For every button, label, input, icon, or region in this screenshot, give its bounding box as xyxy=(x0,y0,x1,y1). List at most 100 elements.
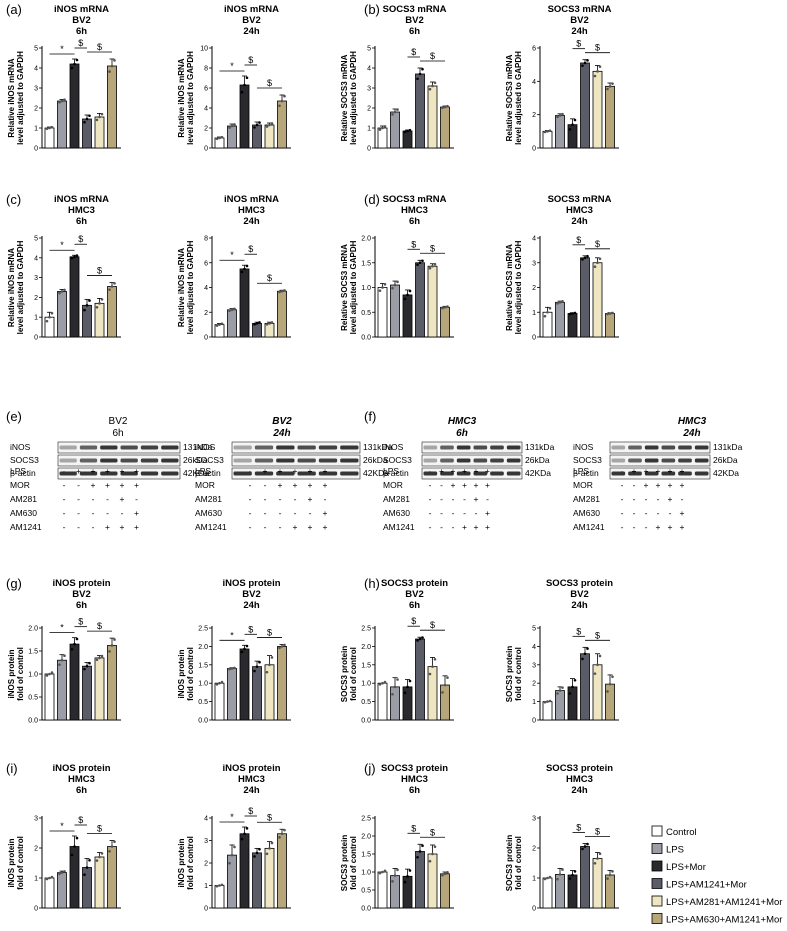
y-tick-label: 0.0 xyxy=(361,718,371,725)
data-point xyxy=(443,872,447,876)
y-tick-label: 10 xyxy=(200,46,208,53)
data-point xyxy=(75,254,79,257)
data-point xyxy=(573,678,577,682)
data-point xyxy=(561,686,564,689)
data-point xyxy=(50,671,54,674)
data-point xyxy=(548,129,552,132)
data-point xyxy=(98,302,101,305)
treatment-sign: - xyxy=(440,508,443,518)
data-point xyxy=(611,870,614,873)
chart-title-line: BV2 xyxy=(405,589,423,600)
y-tick-label: 2 xyxy=(532,112,536,119)
bar xyxy=(402,130,413,149)
chart-title-line: HMC3 xyxy=(401,774,428,785)
blot-band xyxy=(490,445,504,450)
significance-marker: $ xyxy=(97,621,102,631)
panel-label-h: (h) xyxy=(364,576,380,591)
data-point xyxy=(218,681,221,685)
data-point xyxy=(253,126,256,129)
data-point xyxy=(568,312,572,316)
data-point xyxy=(396,868,399,872)
data-point xyxy=(253,323,256,326)
y-tick-label: 6 xyxy=(204,260,208,267)
blot-band xyxy=(473,458,488,463)
data-point xyxy=(391,286,394,290)
treatment-sign: + xyxy=(293,466,298,476)
blot-band xyxy=(456,458,471,463)
blot-band xyxy=(233,458,252,463)
y-tick-label: 0.0 xyxy=(361,906,371,913)
blot-band xyxy=(644,458,659,463)
data-point xyxy=(546,700,549,703)
chart-title-line: 6h xyxy=(76,785,87,796)
data-point xyxy=(431,264,434,268)
data-point xyxy=(581,258,584,261)
y-tick-label: 1.5 xyxy=(361,260,371,267)
data-point xyxy=(95,306,99,309)
bar xyxy=(440,873,450,909)
y-tick-label: 4 xyxy=(532,79,536,86)
treatment-label: LPS xyxy=(573,466,589,476)
data-point xyxy=(63,98,66,102)
treatment-sign: + xyxy=(680,480,685,490)
chart-title-line: SOCS3 mRNA xyxy=(548,194,612,205)
data-point xyxy=(431,84,434,88)
panel-label-c: (c) xyxy=(6,192,21,207)
bar xyxy=(82,118,92,149)
panel-label-g: (g) xyxy=(6,576,22,591)
bar xyxy=(440,306,450,338)
treatment-sign: + xyxy=(668,494,673,504)
data-point xyxy=(255,665,259,668)
data-point xyxy=(393,874,397,877)
significance-marker: $ xyxy=(430,827,435,837)
y-tick-label: 2 xyxy=(34,295,38,302)
data-point xyxy=(593,862,597,865)
blot-band xyxy=(423,471,438,476)
blot-band xyxy=(506,471,521,476)
y-tick-label: 4 xyxy=(532,644,536,651)
data-point xyxy=(253,669,256,673)
blot-band xyxy=(628,445,642,450)
blot-band xyxy=(340,445,359,450)
chart-title-line: 24h xyxy=(243,26,260,37)
chart-title-line: SOCS3 mRNA xyxy=(383,4,447,15)
y-tick-label: 6 xyxy=(204,86,208,93)
treatment-sign: + xyxy=(644,480,649,490)
treatment-sign: + xyxy=(308,522,313,532)
y-axis-label: iNOS proteinfold of control xyxy=(7,836,25,890)
blot-band xyxy=(79,458,98,463)
y-tick-label: 1 xyxy=(532,310,536,317)
treatment-sign: + xyxy=(76,466,81,476)
data-point xyxy=(48,315,51,319)
data-point xyxy=(280,289,284,293)
treatment-sign: + xyxy=(120,522,125,532)
y-tick-label: 0.0 xyxy=(198,718,208,725)
y-tick-label: 4 xyxy=(204,816,208,823)
blot-strip xyxy=(231,467,361,480)
treatment-label: AM630 xyxy=(10,508,37,518)
data-point xyxy=(278,290,281,294)
blot-band xyxy=(678,458,692,463)
blot-band xyxy=(340,458,359,463)
blot-band xyxy=(473,445,488,450)
band-label: β-actin xyxy=(573,468,599,478)
data-point xyxy=(421,636,424,639)
blot-band xyxy=(423,445,438,450)
treatment-sign: - xyxy=(106,508,109,518)
treatment-sign: + xyxy=(668,466,673,476)
blot-band xyxy=(456,445,471,450)
chart-title-line: iNOS mRNA xyxy=(54,4,109,15)
chart-title-line: SOCS3 mRNA xyxy=(548,4,612,15)
data-point xyxy=(548,699,552,703)
data-point xyxy=(270,656,274,659)
chart-title-line: 24h xyxy=(243,785,260,796)
data-point xyxy=(108,850,111,853)
data-point xyxy=(108,70,111,73)
data-point xyxy=(571,685,574,689)
chart-title-line: SOCS3 protein xyxy=(546,763,613,774)
treatment-sign: + xyxy=(485,466,490,476)
data-point xyxy=(403,880,407,884)
significance-marker: $ xyxy=(430,243,435,253)
blot-strip xyxy=(231,454,361,467)
